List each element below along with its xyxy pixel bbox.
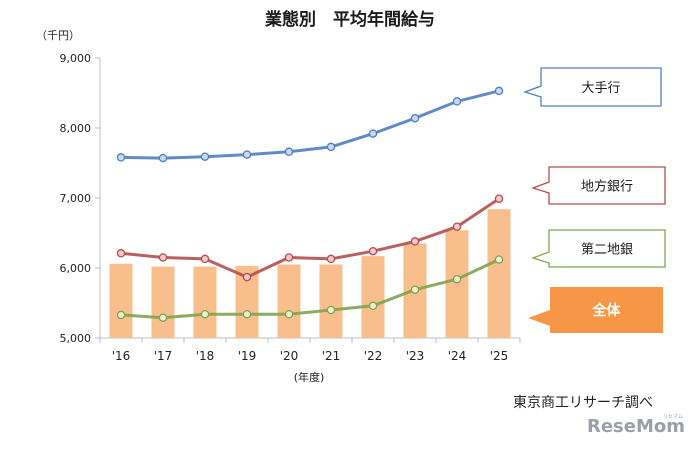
series-point-0 bbox=[368, 129, 378, 138]
series-point-2 bbox=[452, 274, 462, 284]
y-tick-label: 6,000 bbox=[60, 262, 92, 275]
x-unit-label: (年度) bbox=[294, 370, 325, 384]
y-tick-label: 5,000 bbox=[60, 332, 92, 345]
callout-label-1: 地方銀行 bbox=[581, 179, 633, 195]
chart-title: 業態別 平均年間給与 bbox=[265, 9, 435, 30]
bar-total bbox=[445, 230, 469, 338]
series-point-2 bbox=[368, 301, 378, 311]
series-point-1 bbox=[368, 246, 378, 256]
series-line-0 bbox=[120, 89, 500, 160]
bar-total bbox=[109, 263, 133, 338]
series-point-0 bbox=[200, 152, 210, 161]
series-line-2 bbox=[120, 258, 500, 320]
series-point-2 bbox=[116, 310, 126, 320]
bar-total bbox=[235, 265, 259, 338]
series-point-0 bbox=[494, 86, 504, 96]
series-point-2 bbox=[158, 313, 168, 322]
y-tick-label: 7,000 bbox=[60, 192, 92, 205]
x-tick-label: '21 bbox=[322, 349, 341, 363]
series-point-1 bbox=[158, 253, 168, 262]
series-point-1 bbox=[410, 237, 420, 246]
x-tick-label: '23 bbox=[406, 349, 425, 363]
resemom-logo-text: ReseMom bbox=[587, 416, 685, 437]
series-point-2 bbox=[242, 309, 252, 319]
resemom-logo-sub: リセマム bbox=[663, 414, 683, 420]
resemom-logo: ReseMom リセマム bbox=[587, 414, 685, 437]
y-unit-label: （千円） bbox=[36, 29, 80, 42]
series-point-0 bbox=[242, 150, 252, 159]
series-point-2 bbox=[494, 255, 504, 264]
series-point-1 bbox=[326, 254, 336, 264]
x-tick-label: '16 bbox=[112, 349, 131, 363]
bar-total bbox=[319, 264, 343, 338]
callout-box-2 bbox=[530, 229, 666, 268]
x-tick-label: '17 bbox=[154, 349, 173, 363]
series-point-1 bbox=[452, 222, 462, 231]
series-point-1 bbox=[284, 253, 294, 262]
series-point-2 bbox=[200, 309, 210, 319]
series-point-2 bbox=[410, 285, 420, 294]
x-tick-label: '18 bbox=[196, 349, 215, 363]
series-point-1 bbox=[242, 272, 252, 282]
callout-label-0: 大手行 bbox=[581, 81, 620, 96]
x-tick-label: '19 bbox=[238, 349, 257, 363]
y-tick-label: 9,000 bbox=[60, 52, 92, 65]
bar-total bbox=[277, 264, 301, 338]
series-line-1 bbox=[120, 197, 500, 279]
series-point-0 bbox=[158, 153, 168, 163]
series-point-0 bbox=[326, 142, 336, 152]
bar-total bbox=[361, 256, 385, 338]
x-tick-label: '22 bbox=[364, 349, 383, 363]
callout-box-1 bbox=[530, 166, 666, 205]
callout-box-0 bbox=[522, 67, 662, 107]
bar-total bbox=[193, 266, 217, 338]
series-point-1 bbox=[494, 194, 504, 203]
callout-label-2: 第二地銀 bbox=[581, 243, 633, 258]
series-point-2 bbox=[284, 309, 294, 319]
callout-box-3 bbox=[528, 287, 663, 333]
x-tick-label: '20 bbox=[280, 349, 299, 363]
series-point-1 bbox=[200, 254, 210, 264]
x-tick-label: '24 bbox=[448, 349, 467, 363]
series-point-1 bbox=[116, 249, 126, 258]
series-point-0 bbox=[284, 147, 294, 157]
bar-total bbox=[487, 209, 511, 338]
plot-area: 9,000 8,000 7,000 6,000 5,000 '16 '17 '18 '19 '20… bbox=[60, 52, 521, 363]
series-point-0 bbox=[410, 113, 420, 123]
x-tick-label: '25 bbox=[490, 349, 509, 363]
y-tick-label: 8,000 bbox=[60, 122, 92, 135]
source-note: 東京商工リサーチ調べ bbox=[513, 395, 653, 411]
callout-label-3: 全体 bbox=[592, 302, 622, 319]
series-point-0 bbox=[116, 153, 126, 162]
bar-total bbox=[151, 266, 175, 338]
series-point-2 bbox=[326, 305, 336, 315]
series-point-0 bbox=[452, 97, 462, 106]
